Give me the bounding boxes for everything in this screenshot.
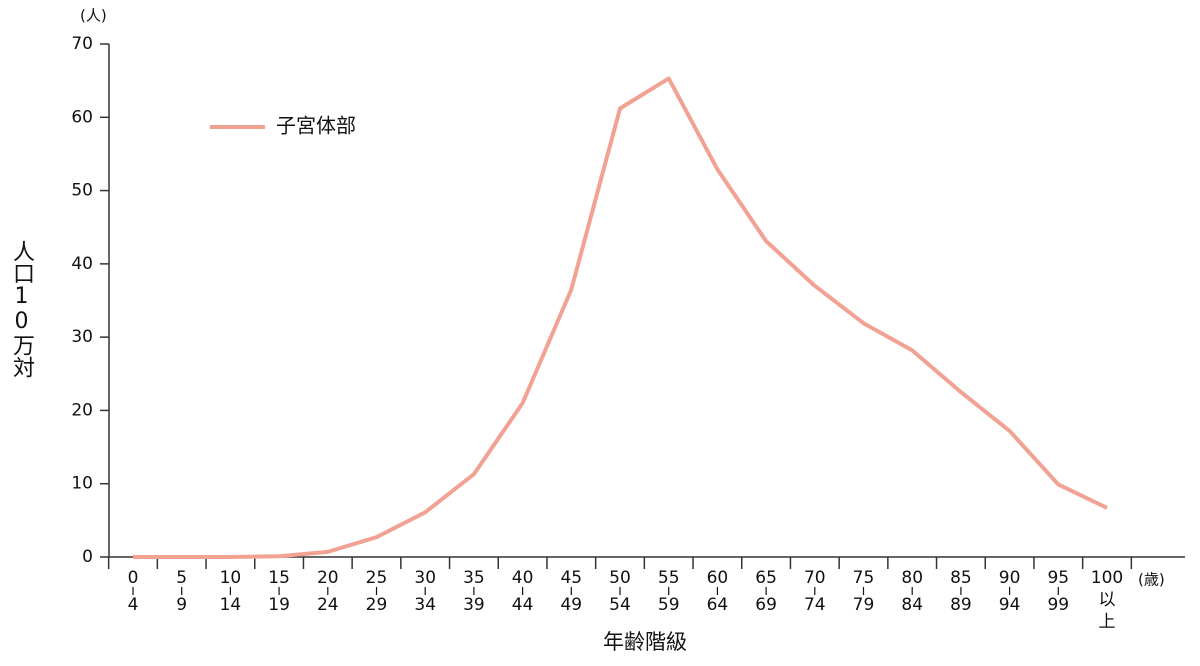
- x-tick-label: 24: [317, 595, 339, 615]
- x-tick-label: 20: [317, 568, 339, 588]
- x-tick-label: 45: [560, 568, 582, 588]
- x-tick-label: 以: [1099, 590, 1116, 610]
- x-tick-label: 0: [128, 568, 139, 588]
- x-tick-label: 79: [853, 595, 875, 615]
- y-axis-label: 人口10万対: [9, 240, 34, 378]
- x-tick-label: 上: [1099, 612, 1116, 632]
- x-tick-label: 80: [901, 568, 923, 588]
- x-tick-label: 50: [609, 568, 631, 588]
- y-unit: (人): [80, 7, 107, 25]
- x-tick-label: 64: [707, 595, 729, 615]
- x-tick-label: 14: [220, 595, 242, 615]
- x-tick-label: 30: [414, 568, 436, 588]
- x-tick-label: 60: [707, 568, 729, 588]
- x-tick-label: 55: [658, 568, 680, 588]
- x-tick-label: 99: [1047, 595, 1069, 615]
- x-tick-label: 59: [658, 595, 680, 615]
- y-tick-label: 40: [71, 254, 93, 274]
- x-tick-label: 54: [609, 595, 631, 615]
- x-tick-label: 84: [901, 595, 923, 615]
- x-tick-label: 89: [950, 595, 972, 615]
- x-tick-label: 15: [268, 568, 290, 588]
- x-tick-label: 94: [999, 595, 1021, 615]
- y-tick-label: 60: [71, 107, 93, 127]
- x-tick-label: 5: [176, 568, 187, 588]
- x-tick-label: 74: [804, 595, 826, 615]
- x-tick-label: 29: [366, 595, 388, 615]
- x-tick-label: 39: [463, 595, 485, 615]
- x-tick-label: 40: [512, 568, 534, 588]
- x-tick-label: 34: [414, 595, 436, 615]
- x-tick-label: 70: [804, 568, 826, 588]
- x-tick-label: 9: [176, 595, 187, 615]
- x-tick-label: 25: [366, 568, 388, 588]
- y-tick-label: 10: [71, 474, 93, 494]
- x-tick-label: 90: [999, 568, 1021, 588]
- x-tick-label: 100: [1091, 568, 1123, 588]
- y-tick-label: 20: [71, 400, 93, 420]
- y-tick-label: 30: [71, 327, 93, 347]
- x-tick-label: 49: [560, 595, 582, 615]
- x-tick-label: 10: [220, 568, 242, 588]
- x-tick-label: 44: [512, 595, 534, 615]
- x-tick-label: 35: [463, 568, 485, 588]
- x-tick-label: 85: [950, 568, 972, 588]
- y-tick-label: 50: [71, 181, 93, 201]
- y-tick-label: 70: [71, 34, 93, 54]
- legend-label: 子宮体部: [276, 114, 356, 138]
- x-tick-label: 75: [853, 568, 875, 588]
- data-line: [133, 76, 1108, 559]
- x-tick-label: 65: [755, 568, 777, 588]
- x-tick-label: 69: [755, 595, 777, 615]
- x-tick-label: 95: [1047, 568, 1069, 588]
- y-tick-label: 0: [82, 547, 93, 567]
- x-unit: (歳): [1138, 571, 1165, 589]
- x-tick-label: 19: [268, 595, 290, 615]
- x-tick-label: 4: [128, 595, 139, 615]
- x-axis-label: 年齢階級: [603, 630, 687, 654]
